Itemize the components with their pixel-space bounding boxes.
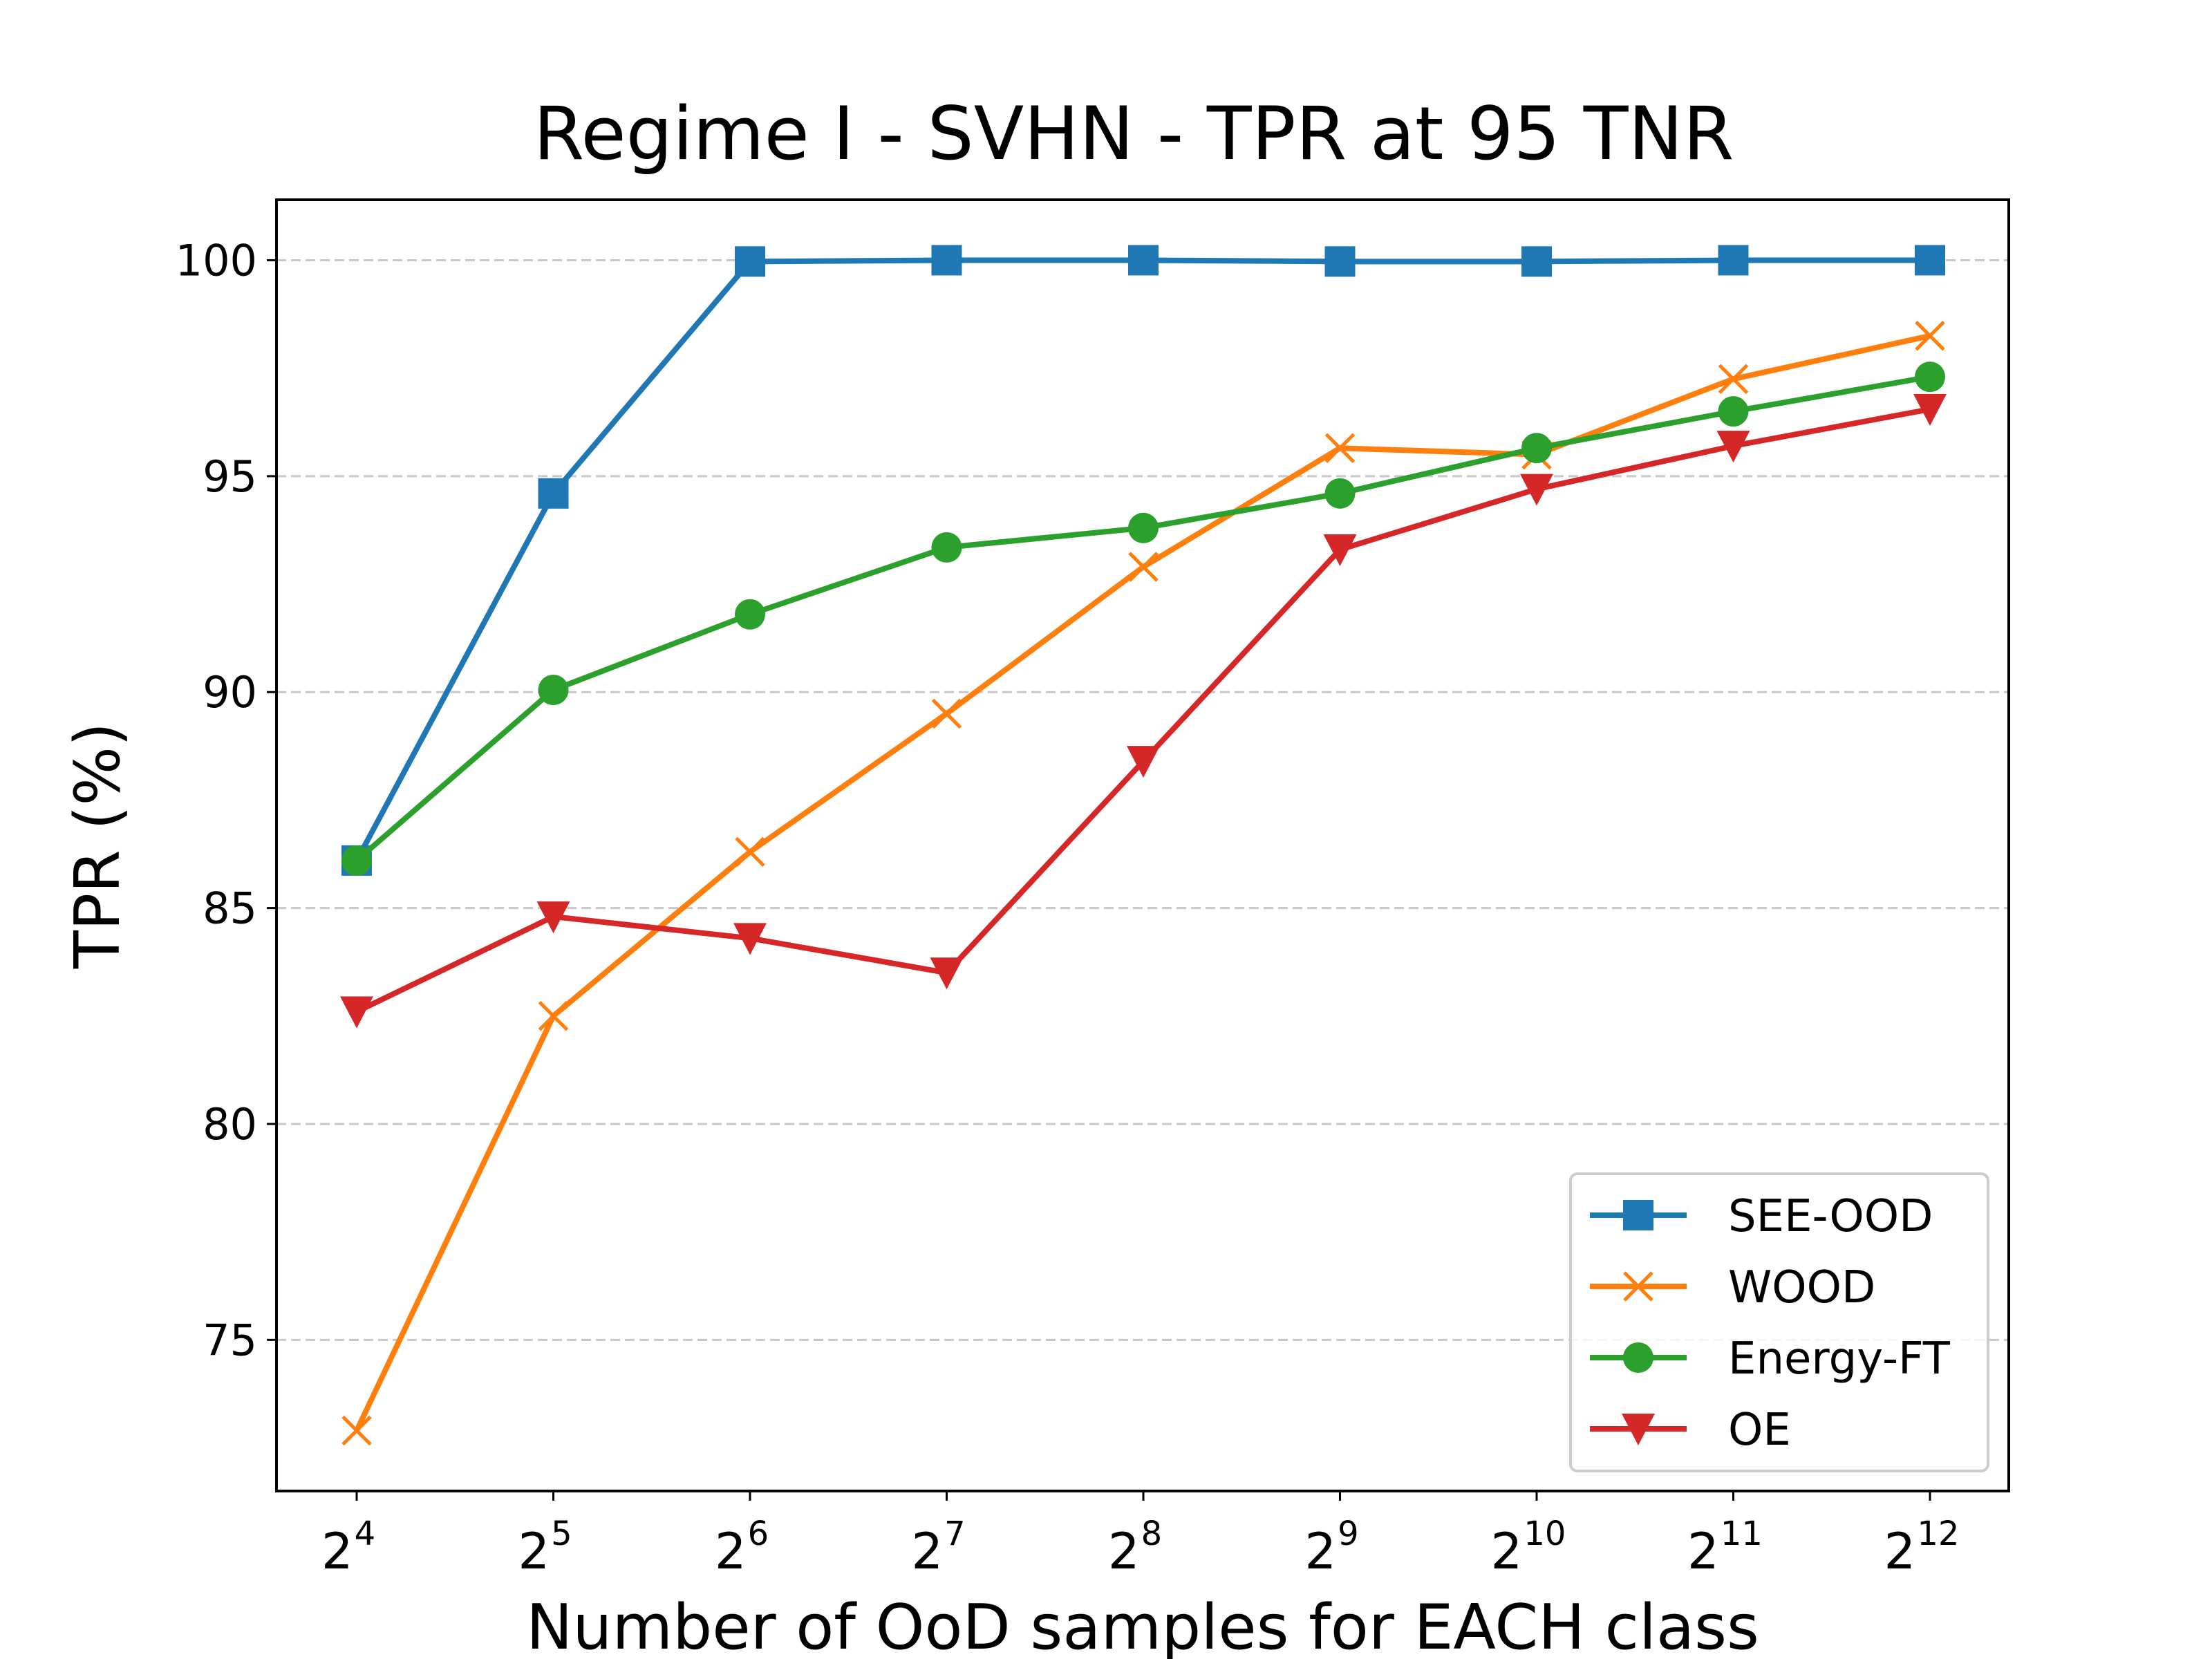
legend-label: Energy-FT <box>1728 1333 1951 1385</box>
data-point <box>536 901 570 934</box>
data-point <box>341 1415 372 1446</box>
x-tick-label: 27 <box>911 1515 965 1580</box>
data-point <box>1718 396 1749 427</box>
y-tick-label: 75 <box>203 1315 257 1365</box>
data-point <box>538 1001 569 1031</box>
series-see-ood <box>341 245 1945 876</box>
y-tick-label: 90 <box>203 667 257 718</box>
data-point <box>1718 245 1749 276</box>
data-point <box>931 245 962 276</box>
data-point <box>735 599 765 630</box>
series-wood <box>341 321 1945 1446</box>
chart-title: Regime I - SVHN - TPR at 95 TNR <box>534 91 1734 176</box>
data-point <box>735 836 765 868</box>
data-point <box>1324 246 1356 277</box>
legend-item: Energy-FT <box>1590 1333 1951 1385</box>
x-tick-label: 28 <box>1108 1515 1162 1580</box>
x-axis-label: Number of OoD samples for EACH class <box>526 1591 1759 1659</box>
legend-label: WOOD <box>1728 1262 1875 1313</box>
data-point <box>1915 321 1945 351</box>
data-point <box>1128 512 1159 543</box>
plot-frame <box>275 198 2010 1492</box>
data-point <box>930 957 964 990</box>
data-point <box>1127 746 1160 778</box>
legend-item: WOOD <box>1590 1262 1875 1313</box>
x-tick-label: 29 <box>1304 1515 1358 1580</box>
series-oe <box>340 394 1947 1029</box>
data-point <box>733 923 767 955</box>
data-point <box>931 698 962 729</box>
data-point <box>1915 362 1945 393</box>
legend-box <box>1569 1172 1989 1472</box>
legend-marker <box>1623 1342 1653 1373</box>
data-point <box>1324 478 1356 509</box>
data-point <box>1915 245 1945 276</box>
data-point <box>1716 431 1750 463</box>
data-point <box>1913 394 1947 427</box>
y-tick-label: 100 <box>176 235 257 285</box>
x-tick-label: 211 <box>1687 1515 1763 1580</box>
data-point <box>1324 433 1356 463</box>
legend-marker <box>1623 1200 1653 1230</box>
data-point <box>340 996 373 1029</box>
data-point <box>1521 246 1552 277</box>
legend: SEE-OOD WOOD Energy-FT OE <box>1569 1172 1989 1472</box>
series-layer <box>340 245 1947 1446</box>
data-point <box>538 675 569 706</box>
y-tick-label: 85 <box>203 883 257 934</box>
series-energy-ft <box>341 362 1945 876</box>
legend-item: OE <box>1590 1405 1791 1456</box>
data-point <box>538 478 569 509</box>
data-point <box>1718 364 1749 395</box>
x-tick-label: 212 <box>1884 1515 1960 1580</box>
legend-label: SEE-OOD <box>1728 1191 1933 1242</box>
legend-label: OE <box>1728 1405 1791 1456</box>
y-tick-label: 95 <box>203 451 257 502</box>
data-point <box>735 246 765 277</box>
data-point <box>1128 245 1159 276</box>
x-tick-label: 210 <box>1491 1515 1566 1580</box>
data-point <box>341 845 372 876</box>
x-tick-label: 25 <box>518 1515 572 1580</box>
data-point <box>931 532 962 563</box>
x-tick-label: 24 <box>321 1515 375 1580</box>
y-axis-label: TPR (%) <box>62 722 134 969</box>
legend-marker <box>1622 1414 1655 1445</box>
data-point <box>1323 534 1357 567</box>
legend-item: SEE-OOD <box>1590 1191 1933 1242</box>
y-tick-label: 80 <box>203 1099 257 1150</box>
data-point <box>1521 433 1552 464</box>
axes: 75 80 85 90 95 100 24 25 26 27 28 29 210 211 212 <box>176 235 1960 1580</box>
legend-marker <box>1623 1271 1653 1302</box>
data-point <box>1520 474 1553 506</box>
x-tick-label: 26 <box>715 1515 769 1580</box>
data-point <box>1128 552 1159 582</box>
